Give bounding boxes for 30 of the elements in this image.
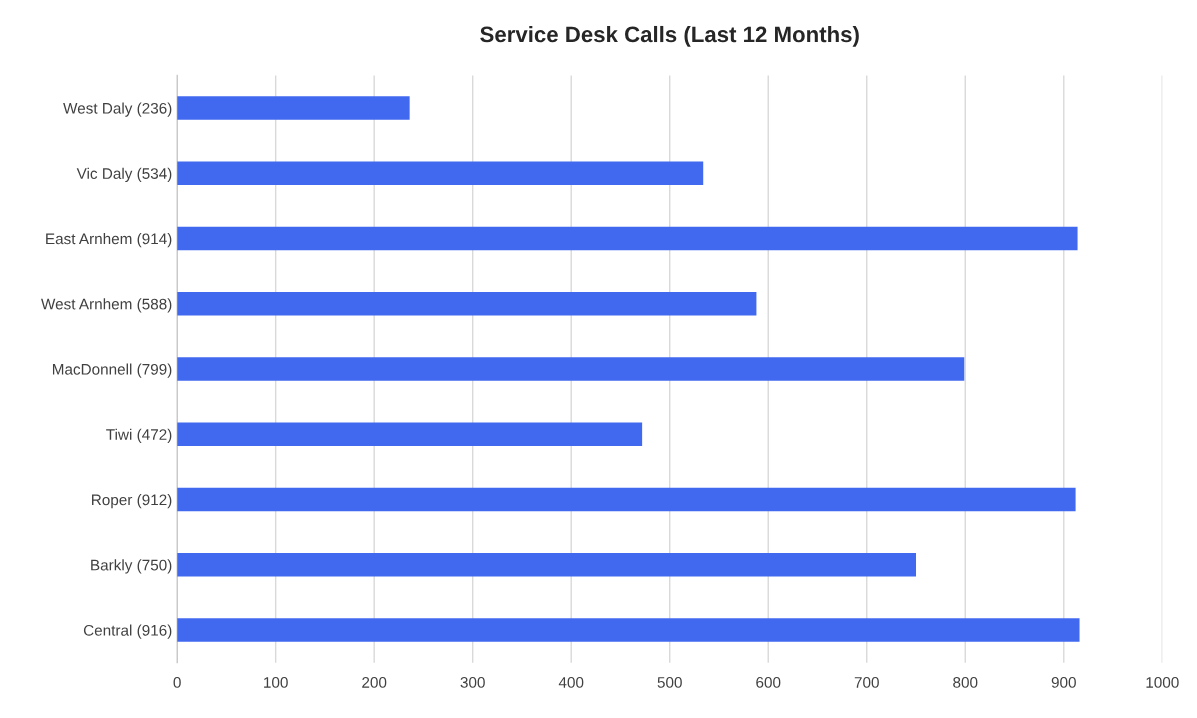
y-tick-label: West Arnhem (588) (41, 298, 172, 313)
y-tick-label: Tiwi (472) (106, 428, 172, 444)
x-tick-label: 800 (953, 677, 978, 688)
y-tick-label: Roper (912) (92, 494, 172, 509)
bar (177, 161, 704, 186)
x-tick-label: 400 (558, 677, 584, 688)
y-tick-label: MacDonnell (799) (52, 363, 172, 378)
x-tick-label: 700 (854, 677, 879, 688)
y-tick-label: Vic Daly (534) (76, 167, 172, 182)
x-tick-label: 600 (756, 677, 781, 688)
bar (177, 292, 757, 316)
bar (177, 618, 1080, 642)
chart-title: Service Desk Calls (Last 12 Months) (480, 25, 859, 47)
x-tick-label: 200 (362, 677, 387, 688)
bar (177, 357, 965, 381)
bar (177, 226, 1078, 251)
x-tick-label: 1000 (1146, 677, 1179, 688)
y-tick-label: East Arnhem (914) (46, 233, 172, 248)
y-tick-label: Barkly (750) (91, 559, 172, 574)
bar (177, 96, 410, 120)
x-tick-label: 0 (173, 677, 181, 688)
bar (177, 487, 1076, 512)
x-tick-label: 500 (657, 677, 682, 688)
x-tick-label: 300 (460, 677, 485, 688)
x-tick-label: 100 (264, 677, 288, 688)
x-tick-label: 900 (1051, 677, 1076, 688)
y-tick-label: Central (916) (83, 624, 172, 639)
bar (177, 553, 916, 577)
bar (177, 422, 643, 447)
y-tick-label: West Daly (236) (63, 102, 172, 117)
